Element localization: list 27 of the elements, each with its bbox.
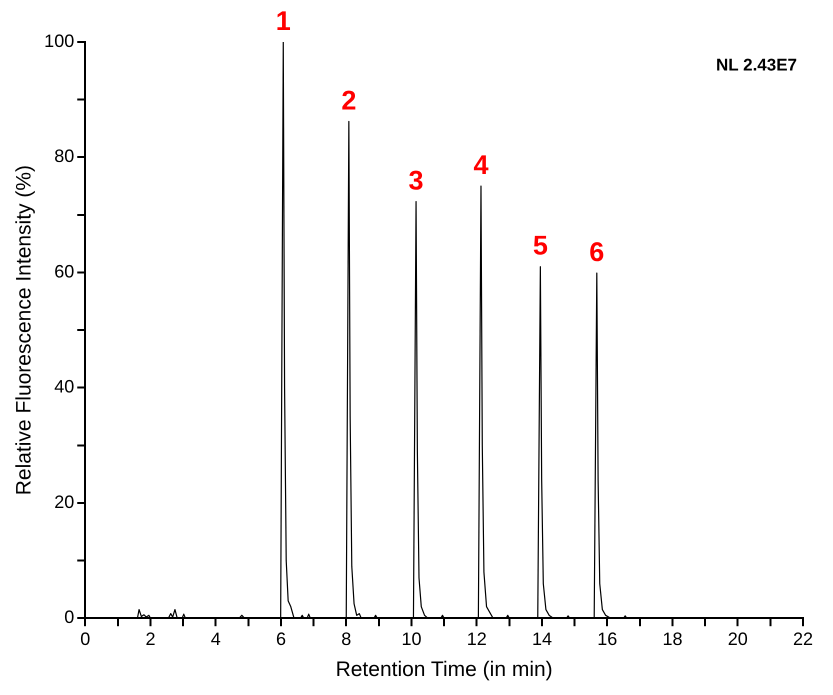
x-tick-label: 14 (532, 628, 552, 649)
annotation: 5 (532, 230, 548, 261)
x-tick-label: 4 (210, 628, 221, 649)
y-tick-label: 60 (54, 261, 74, 282)
x-tick-label: 6 (276, 628, 286, 649)
y-tick-label: 0 (64, 607, 74, 628)
x-tick-label: 20 (728, 628, 748, 649)
y-tick-label: 40 (54, 376, 74, 397)
y-tick-label: 80 (54, 146, 74, 166)
annotation: 1 (276, 6, 291, 36)
y-axis-title: Relative Fluorescence Intensity (%) (12, 164, 36, 496)
x-tick-label: 16 (597, 628, 618, 649)
annotation: 6 (589, 237, 604, 268)
y-tick-label: 20 (54, 492, 74, 512)
x-tick-label: 0 (80, 628, 90, 649)
annotation: 2 (341, 85, 356, 116)
x-axis-title: Retention Time (in min) (336, 658, 553, 682)
annotation: 4 (473, 150, 488, 180)
y-tick-label: 100 (44, 30, 74, 51)
annotation: NL 2.43E7 (716, 56, 797, 75)
annotation: 3 (408, 166, 424, 196)
x-tick-label: 22 (792, 628, 814, 649)
x-tick-label: 12 (466, 628, 487, 649)
x-tick-label: 18 (662, 628, 683, 649)
x-tick-label: 10 (401, 628, 422, 649)
x-tick-label: 2 (145, 628, 156, 649)
x-tick-label: 8 (341, 628, 352, 649)
